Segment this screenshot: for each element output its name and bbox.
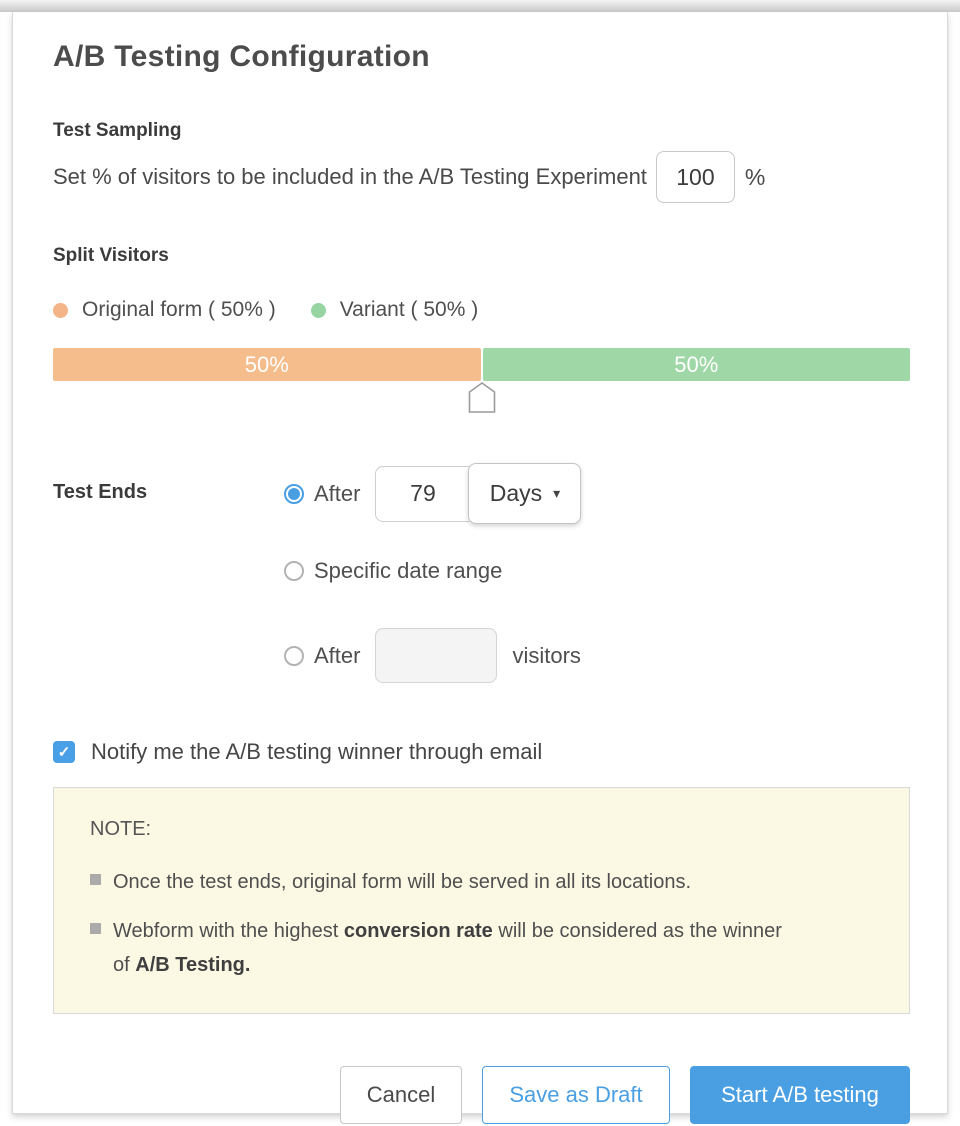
duration-unit-dropdown[interactable]: Days ▾ (468, 463, 582, 524)
legend-variant-label: Variant ( 50% ) (339, 298, 479, 321)
original-form-dot-icon (53, 302, 68, 318)
note-item-text-bold: A/B Testing. (135, 954, 251, 976)
square-bullet-icon (90, 923, 101, 934)
note-heading: NOTE: (90, 818, 152, 840)
after-days-radio[interactable] (284, 483, 304, 504)
note-item: Once the test ends, original form will b… (90, 865, 802, 899)
variant-segment-label: 50% (674, 351, 719, 377)
option-date-range-row: Specific date range (284, 558, 910, 584)
note-item-text-bold: conversion rate (343, 920, 493, 942)
split-bar-variant-segment[interactable]: 50% (482, 348, 910, 381)
sampling-percent-input[interactable] (655, 151, 735, 203)
after-visitors-radio[interactable] (284, 645, 304, 666)
check-icon: ✓ (57, 744, 71, 761)
square-bullet-icon (90, 874, 101, 885)
split-legend: Original form ( 50% ) Variant ( 50% ) (53, 298, 910, 322)
visitors-suffix-label: visitors (512, 642, 581, 668)
after-visitors-label: After (314, 642, 361, 668)
cancel-button[interactable]: Cancel (340, 1066, 462, 1124)
percent-suffix-label: % (744, 163, 766, 190)
variant-dot-icon (310, 302, 326, 318)
legend-original-form: Original form ( 50% ) (53, 298, 276, 322)
split-visitors-heading: Split Visitors (53, 245, 169, 266)
split-ratio-bar[interactable]: 50% 50% (53, 348, 910, 381)
legend-original-label: Original form ( 50% ) (82, 298, 276, 321)
chevron-down-icon: ▾ (553, 485, 561, 501)
test-ends-heading: Test Ends (53, 481, 148, 503)
note-item-text: Once the test ends, original form will b… (113, 871, 692, 893)
start-ab-testing-button[interactable]: Start A/B testing (690, 1066, 910, 1124)
notify-email-label: Notify me the A/B testing winner through… (91, 739, 543, 764)
after-days-label: After (314, 480, 361, 506)
save-as-draft-button[interactable]: Save as Draft (482, 1066, 670, 1124)
page-top-edge (0, 0, 960, 12)
split-bar-original-segment[interactable]: 50% (53, 348, 481, 381)
legend-variant: Variant ( 50% ) (310, 298, 479, 322)
date-range-label: Specific date range (314, 558, 503, 583)
test-sampling-description: Set % of visitors to be included in the … (53, 164, 647, 189)
note-item-text: Webform with the highest (113, 920, 344, 942)
option-after-visitors-row: After visitors (284, 628, 910, 683)
notify-email-row[interactable]: ✓ Notify me the A/B testing winner throu… (53, 739, 910, 765)
test-sampling-heading: Test Sampling (53, 120, 182, 141)
days-count-input[interactable] (375, 465, 470, 522)
ab-testing-config-panel: A/B Testing Configuration Test Sampling … (12, 12, 948, 1124)
test-ends-section: Test Ends After Days ▾ Specific date ran… (53, 463, 910, 683)
visitors-count-input[interactable] (375, 628, 498, 683)
split-slider-handle-icon[interactable] (468, 382, 495, 413)
split-slider-track (53, 381, 910, 413)
action-buttons-row: Cancel Save as Draft Start A/B testing (53, 1066, 910, 1124)
option-after-days-row: After Days ▾ (284, 463, 910, 524)
duration-unit-value: Days (489, 480, 543, 506)
note-list: Once the test ends, original form will b… (90, 865, 879, 982)
note-item: Webform with the highest conversion rate… (90, 914, 802, 982)
note-box: NOTE: Once the test ends, original form … (53, 787, 910, 1014)
original-segment-label: 50% (244, 351, 289, 377)
notify-email-checkbox[interactable]: ✓ (53, 741, 75, 763)
split-visitors-section: Split Visitors Original form ( 50% ) Var… (53, 245, 910, 413)
page-title: A/B Testing Configuration (53, 40, 430, 73)
date-range-radio[interactable] (284, 561, 304, 581)
note-item-text: will be considered as the winner of (113, 920, 782, 976)
test-sampling-section: Test Sampling Set % of visitors to be in… (53, 120, 910, 203)
